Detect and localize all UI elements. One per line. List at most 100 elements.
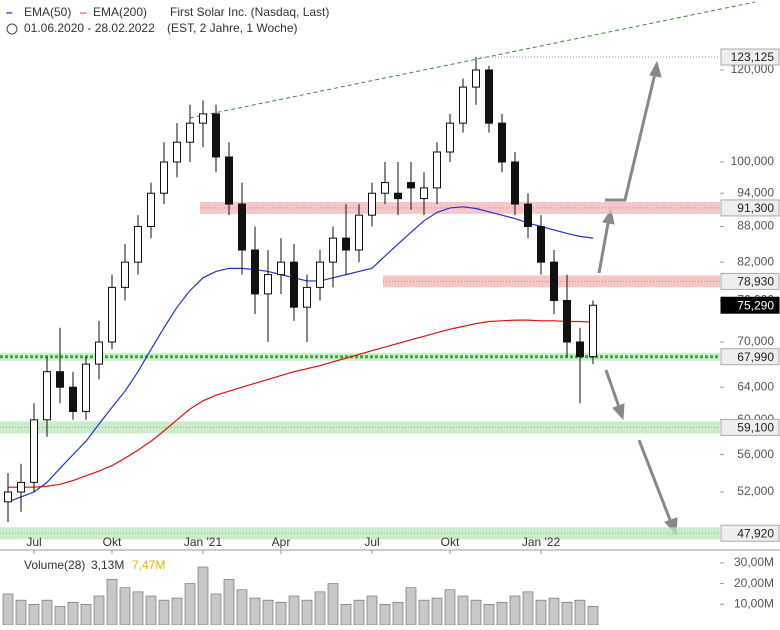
candle-body (537, 226, 545, 263)
volume-bar (197, 566, 209, 626)
volume-bar (262, 599, 274, 626)
candle-body (56, 371, 64, 388)
volume-bar (340, 603, 352, 626)
volume-bar (119, 587, 131, 626)
ema-line (8, 319, 594, 488)
x-tick-label: Jan '22 (522, 535, 561, 549)
x-tick-label: Okt (103, 535, 122, 549)
legend-marker: – (6, 5, 13, 19)
candle-body (550, 261, 558, 301)
arrowhead (649, 60, 662, 78)
volume-tick-label: 30,00M (734, 555, 774, 569)
y-tick-label: 120,000 (731, 62, 775, 76)
y-tick-label: 52,000 (737, 484, 774, 498)
volume-bar (561, 601, 573, 626)
volume-bar (184, 583, 196, 626)
volume-bar (574, 599, 586, 626)
level-box (720, 524, 780, 542)
arrow (605, 64, 659, 202)
volume-bar (236, 589, 248, 626)
chart-note: (EST, 2 Jahre, 1 Woche) (167, 21, 298, 35)
level-label: 91,300 (737, 201, 774, 215)
candle-body (173, 141, 181, 163)
volume-bar (496, 601, 508, 626)
y-tick-label: 56,000 (737, 447, 774, 461)
candle-body (17, 481, 25, 493)
level-label: 47,920 (737, 526, 774, 540)
arrow (604, 369, 622, 411)
candle-body (43, 371, 51, 421)
level-box (720, 48, 780, 66)
candle-body (342, 237, 350, 251)
candle-body (277, 261, 285, 276)
volume-bar (288, 595, 300, 626)
candle-body (420, 187, 428, 200)
volume-bar (301, 599, 313, 626)
volume-bar (327, 583, 339, 626)
arrowhead (612, 403, 625, 421)
candle-body (108, 286, 116, 343)
candle-body (316, 261, 324, 288)
level-box (720, 199, 780, 217)
candle-body (446, 122, 454, 153)
candle-body (121, 261, 129, 288)
volume-bar (470, 599, 482, 626)
legend-label: EMA(200) (93, 5, 147, 19)
volume-bar (353, 599, 365, 626)
y-tick-label: 94,000 (737, 185, 774, 199)
candle-body (407, 182, 415, 189)
volume-bar (249, 597, 261, 626)
candle-body (199, 113, 207, 124)
volume-bar (2, 593, 14, 626)
chart-title: First Solar Inc. (Nasdaq, Last) (170, 5, 329, 19)
y-tick-label: 70,000 (737, 334, 774, 348)
volume-bar (444, 589, 456, 626)
arrows (597, 60, 678, 536)
level-label: 123,125 (731, 50, 775, 64)
candle-body (30, 419, 38, 483)
plot-area (0, 56, 720, 540)
legend-label: EMA(50) (24, 5, 71, 19)
volume-bar (80, 603, 92, 626)
volume-average: 7,47M (132, 558, 165, 572)
candle-body (472, 69, 480, 88)
candle-body (134, 226, 142, 263)
volume-bar (54, 606, 66, 626)
candle-body (433, 151, 441, 189)
volume-bar (106, 579, 118, 626)
y-tick-label: 88,000 (737, 219, 774, 233)
ema-line (7, 206, 594, 503)
volume-tick-label: 20,00M (734, 576, 774, 590)
candle-body (381, 182, 389, 194)
candle-body (225, 156, 233, 205)
candle-body (69, 386, 77, 412)
volume-bar (28, 603, 40, 626)
candle-body (4, 491, 12, 503)
level-box (720, 418, 780, 436)
candle-body (290, 261, 298, 308)
candle-body (264, 274, 272, 295)
volume-bar (158, 599, 170, 626)
y-tick-label: 64,000 (737, 379, 774, 393)
volume-bar (509, 595, 521, 626)
volume-title: Volume(28) (24, 558, 85, 572)
candle-body (251, 249, 259, 295)
volume-bar (93, 595, 105, 626)
candle-body (355, 214, 363, 251)
volume-bar (457, 595, 469, 626)
arrow (637, 439, 674, 526)
candle-body (82, 363, 90, 412)
level-box (720, 296, 780, 314)
volume-bar (67, 601, 79, 626)
volume-bar (41, 599, 53, 626)
y-tick-label: 100,000 (731, 154, 775, 168)
candle-body (160, 161, 168, 194)
volume-tick-label: 10,00M (734, 596, 774, 610)
candle-body (589, 304, 597, 358)
volume-bar (132, 591, 144, 626)
level-label: 67,990 (737, 350, 774, 364)
level-label: 59,100 (737, 421, 774, 435)
candle-body (563, 299, 571, 343)
